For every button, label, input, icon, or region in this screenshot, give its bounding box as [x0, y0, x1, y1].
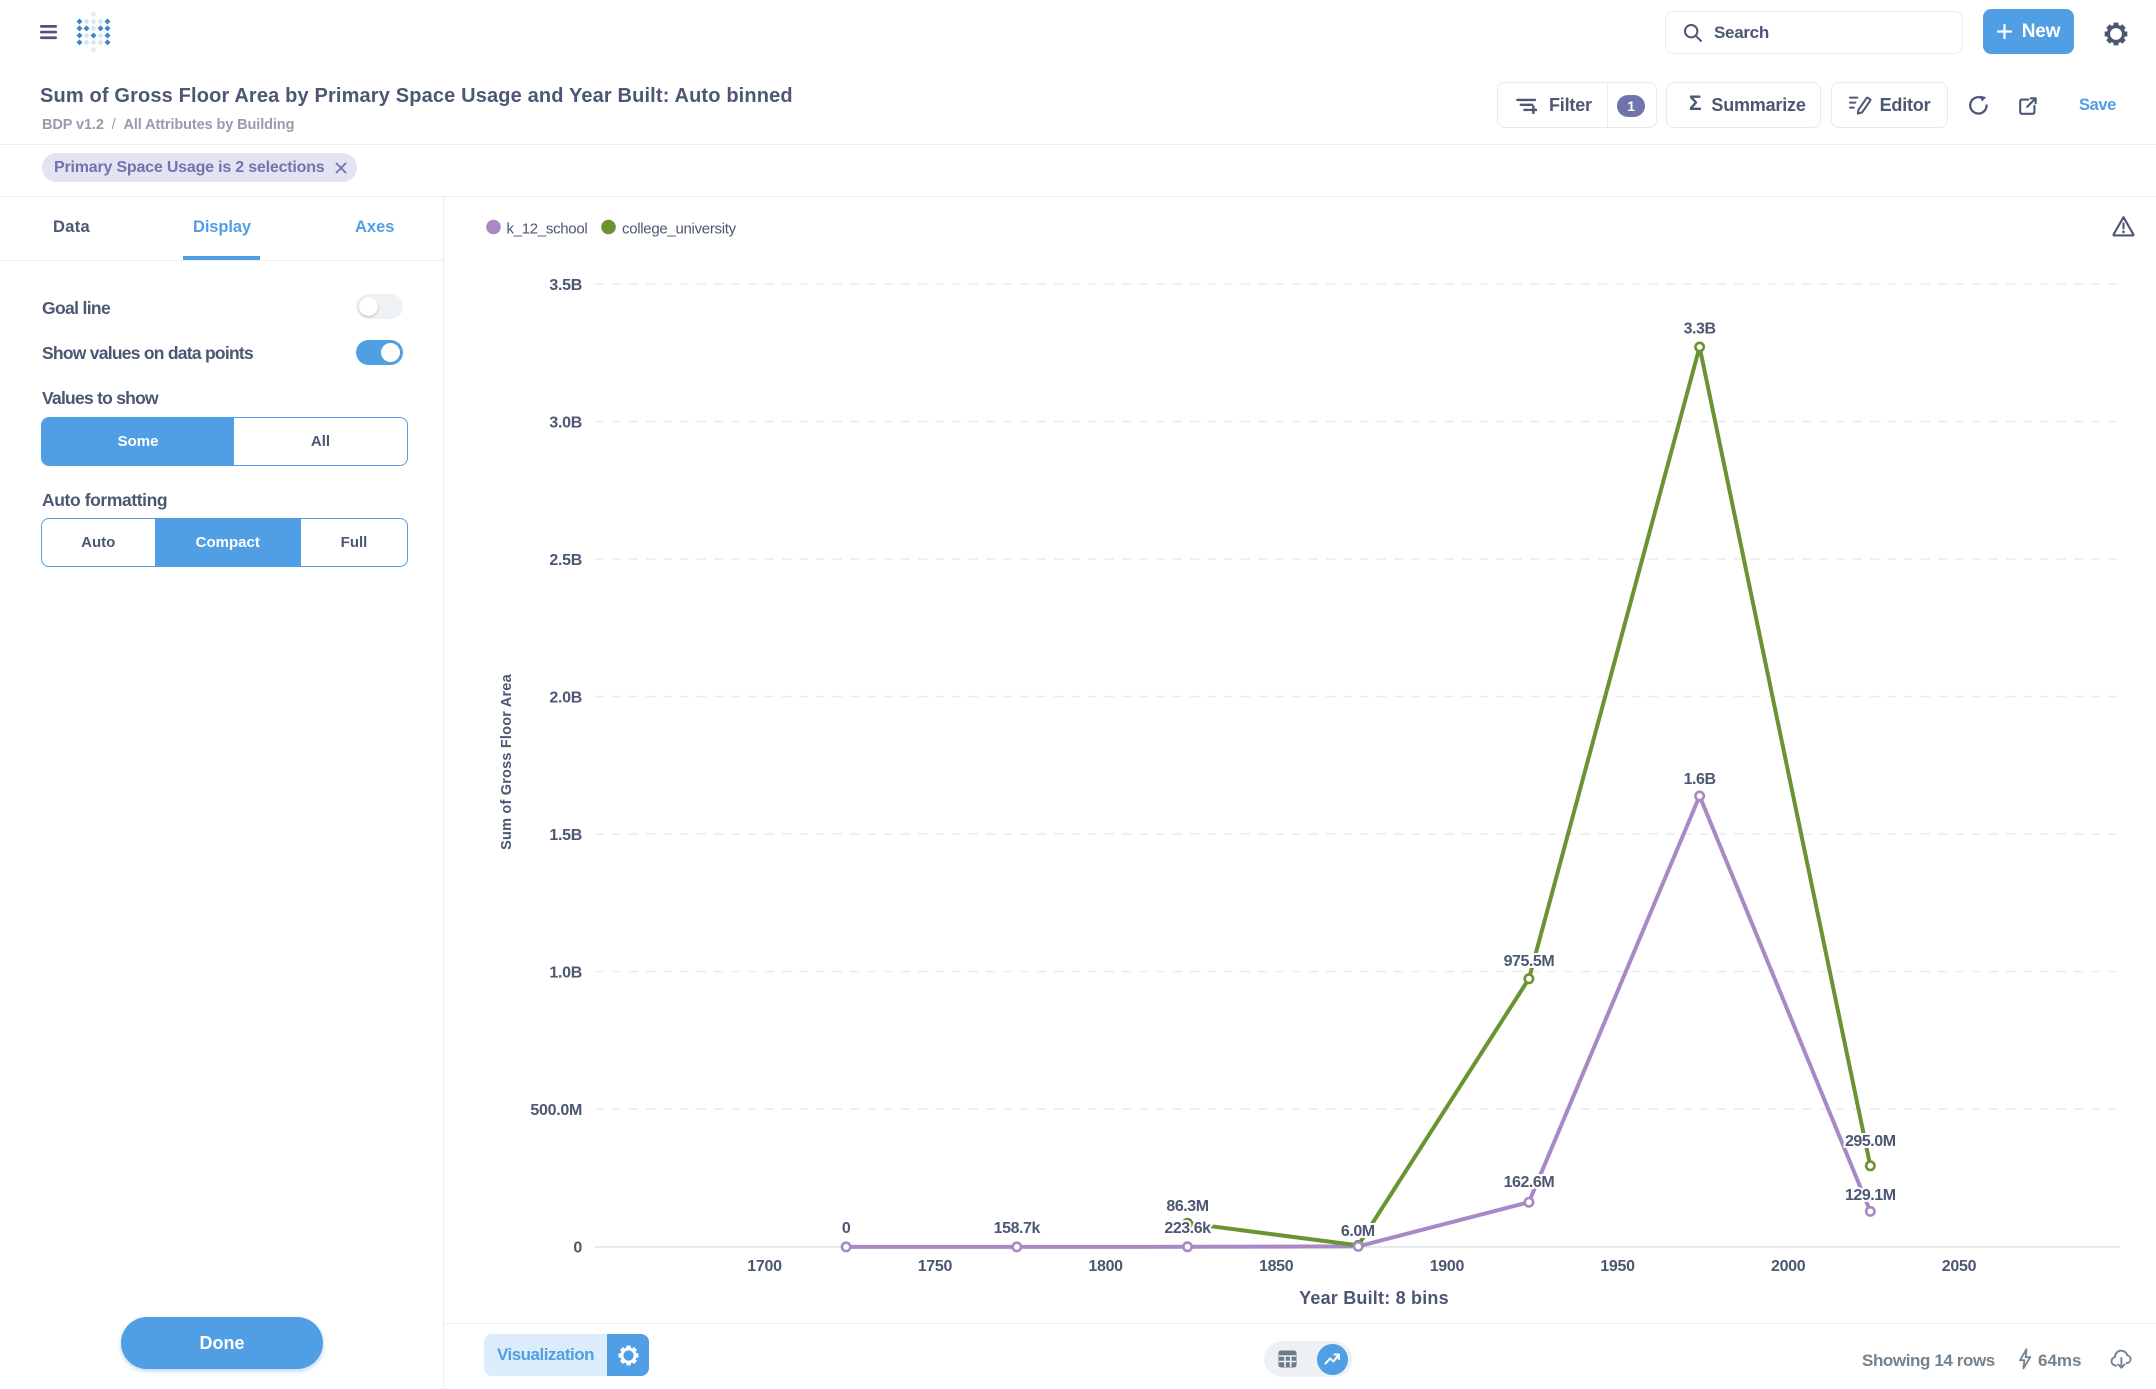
svg-text:2.5B: 2.5B	[549, 552, 582, 569]
svg-text:1700: 1700	[747, 1258, 782, 1275]
svg-text:1.0B: 1.0B	[549, 964, 582, 981]
svg-text:6.0M: 6.0M	[1341, 1223, 1375, 1240]
svg-text:3.3B: 3.3B	[1684, 321, 1716, 338]
svg-text:1900: 1900	[1430, 1258, 1465, 1275]
svg-text:college_university: college_university	[622, 221, 737, 238]
svg-text:975.5M: 975.5M	[1504, 953, 1555, 970]
svg-text:0: 0	[842, 1220, 851, 1237]
svg-text:223.6k: 223.6k	[1164, 1220, 1211, 1237]
svg-text:129.1M: 129.1M	[1845, 1187, 1896, 1204]
svg-text:Year Built: 8 bins: Year Built: 8 bins	[1299, 1288, 1449, 1308]
svg-text:2.0B: 2.0B	[549, 689, 582, 706]
svg-text:3.5B: 3.5B	[549, 277, 582, 294]
svg-text:Sum of Gross Floor Area: Sum of Gross Floor Area	[499, 673, 515, 849]
svg-text:1.5B: 1.5B	[549, 827, 582, 844]
svg-text:1850: 1850	[1259, 1258, 1294, 1275]
svg-text:162.6M: 162.6M	[1504, 1174, 1555, 1191]
svg-text:86.3M: 86.3M	[1166, 1198, 1208, 1215]
svg-text:2050: 2050	[1942, 1258, 1977, 1275]
svg-text:295.0M: 295.0M	[1845, 1133, 1896, 1150]
svg-text:158.7k: 158.7k	[994, 1220, 1041, 1237]
svg-text:1950: 1950	[1600, 1258, 1635, 1275]
svg-text:0: 0	[573, 1240, 582, 1257]
svg-text:1.6B: 1.6B	[1684, 771, 1716, 788]
svg-text:500.0M: 500.0M	[530, 1102, 582, 1119]
svg-text:3.0B: 3.0B	[549, 414, 582, 431]
svg-text:1750: 1750	[918, 1258, 953, 1275]
svg-text:2000: 2000	[1771, 1258, 1806, 1275]
svg-text:k_12_school: k_12_school	[507, 221, 588, 238]
svg-text:1800: 1800	[1088, 1258, 1123, 1275]
